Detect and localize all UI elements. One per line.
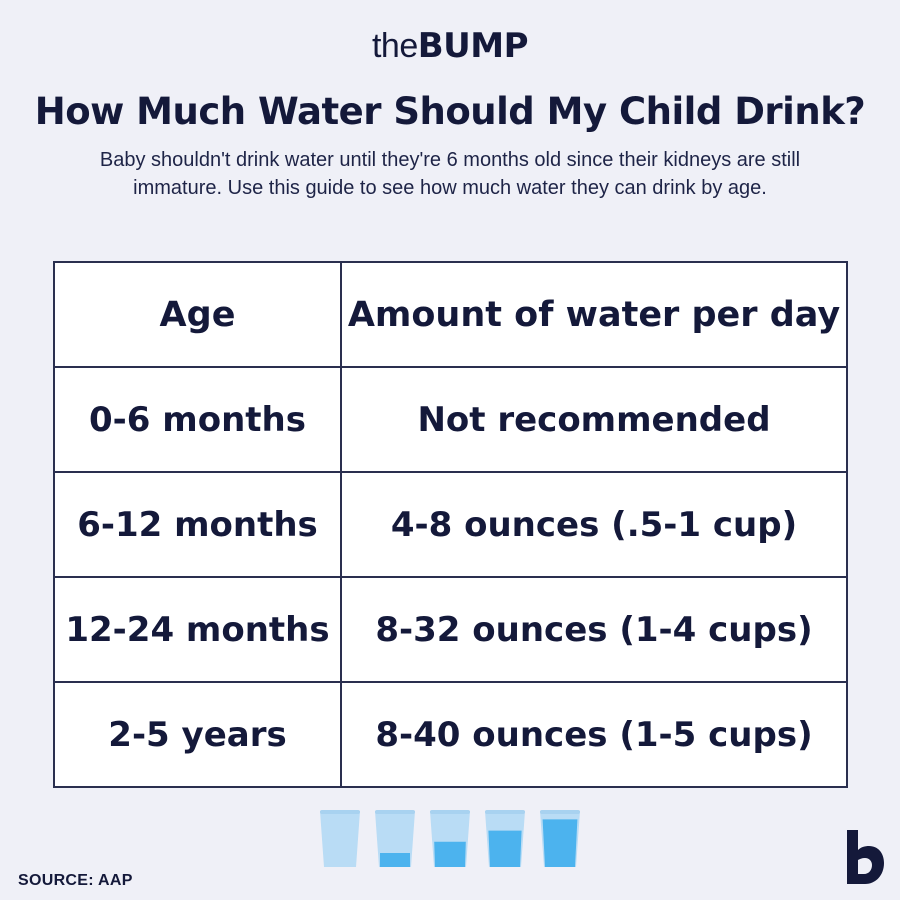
glass-water-level [542, 819, 578, 867]
water-glasses-illustration [320, 810, 580, 867]
glass-rim [540, 810, 580, 814]
table-row: 12-24 months 8-32 ounces (1-4 cups) [53, 576, 848, 683]
bump-b-logo-icon [847, 830, 884, 884]
table-cell-age: 6-12 months [53, 471, 342, 578]
glass-rim [485, 810, 525, 814]
brand-name: BUMP [417, 26, 529, 66]
water-glass-icon [540, 810, 580, 867]
water-glass-icon [320, 810, 360, 867]
table-cell-amount: 8-40 ounces (1-5 cups) [340, 681, 848, 788]
glass-body [320, 811, 360, 867]
table-header-amount: Amount of water per day [340, 261, 848, 368]
water-glass-icon [375, 810, 415, 867]
table-cell-age: 0-6 months [53, 366, 342, 473]
page-title: How Much Water Should My Child Drink? [34, 90, 866, 133]
table-header-row: Age Amount of water per day [53, 261, 848, 368]
glass-water-level [380, 853, 410, 867]
table-row: 0-6 months Not recommended [53, 366, 848, 473]
table-header-age: Age [53, 261, 342, 368]
table-cell-amount: 4-8 ounces (.5-1 cup) [340, 471, 848, 578]
glass-water-level [488, 830, 522, 867]
water-glass-icon [485, 810, 525, 867]
water-glass-icon [430, 810, 470, 867]
table-cell-age: 12-24 months [53, 576, 342, 683]
table-row: 6-12 months 4-8 ounces (.5-1 cup) [53, 471, 848, 578]
brand-prefix: the [371, 27, 418, 65]
page-subtitle: Baby shouldn't drink water until they're… [99, 149, 801, 199]
table-row: 2-5 years 8-40 ounces (1-5 cups) [53, 681, 848, 788]
table-cell-age: 2-5 years [53, 681, 342, 788]
glass-water-level [434, 841, 466, 867]
glass-rim [320, 810, 360, 814]
water-table: Age Amount of water per day 0-6 months N… [53, 261, 848, 788]
table-cell-amount: Not recommended [340, 366, 848, 473]
glass-rim [375, 810, 415, 814]
brand-logo: theBUMP [0, 26, 900, 66]
glass-rim [430, 810, 470, 814]
source-note: SOURCE: AAP [18, 872, 133, 889]
table-cell-amount: 8-32 ounces (1-4 cups) [340, 576, 848, 683]
